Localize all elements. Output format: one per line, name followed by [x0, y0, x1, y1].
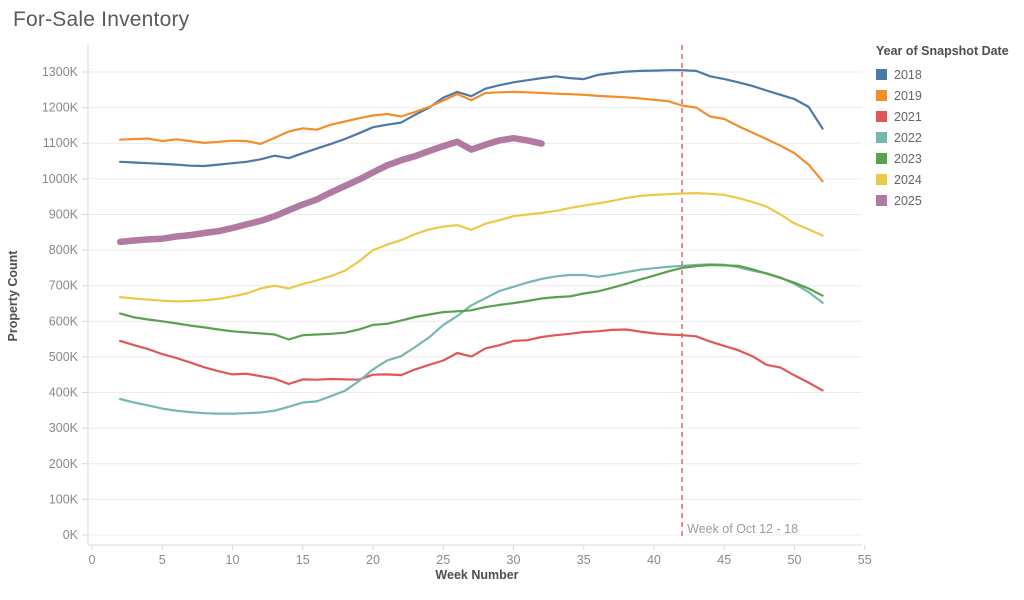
x-tick-label: 40 — [647, 553, 661, 567]
x-tick-label: 45 — [717, 553, 731, 567]
legend-swatch-2021 — [876, 111, 887, 122]
legend-swatch-2019 — [876, 90, 887, 101]
y-tick-label: 200K — [49, 457, 79, 471]
x-tick-label: 35 — [577, 553, 591, 567]
y-tick-label: 1200K — [42, 101, 79, 115]
y-tick-label: 800K — [49, 243, 79, 257]
legend-swatch-2023 — [876, 153, 887, 164]
series-line-2019[interactable] — [118, 90, 824, 183]
legend-item-2019[interactable]: 2019 — [876, 85, 1022, 106]
y-tick-label: 700K — [49, 279, 79, 293]
x-tick-label: 25 — [436, 553, 450, 567]
x-tick-label: 5 — [159, 553, 166, 567]
y-axis-title: Property Count — [6, 250, 20, 342]
legend-item-label: 2021 — [894, 109, 922, 124]
legend-item-2018[interactable]: 2018 — [876, 64, 1022, 85]
y-tick-label: 900K — [49, 207, 79, 221]
legend-title: Year of Snapshot Date — [876, 44, 1009, 58]
y-tick-label: 500K — [49, 350, 79, 364]
x-tick-label: 30 — [507, 553, 521, 567]
reference-line-label: Week of Oct 12 - 18 — [687, 522, 798, 536]
legend-swatch-2025 — [876, 195, 887, 206]
legend-item-label: 2018 — [894, 67, 922, 82]
y-tick-label: 1100K — [43, 136, 79, 150]
x-tick-label: 55 — [858, 553, 872, 567]
y-tick-label: 400K — [49, 386, 79, 400]
legend-item-label: 2022 — [894, 130, 922, 145]
y-tick-label: 300K — [49, 421, 79, 435]
legend-swatch-2022 — [876, 132, 887, 143]
legend-item-label: 2025 — [894, 193, 922, 208]
x-axis-title: Week Number — [435, 568, 519, 582]
y-tick-label: 600K — [49, 314, 79, 328]
legend-item-2023[interactable]: 2023 — [876, 148, 1022, 169]
legend-item-label: 2023 — [894, 151, 922, 166]
y-tick-label: 1000K — [42, 172, 79, 186]
y-tick-label: 100K — [49, 492, 79, 506]
legend-item-2022[interactable]: 2022 — [876, 127, 1022, 148]
series-line-2023[interactable] — [118, 263, 824, 341]
legend-item-2021[interactable]: 2021 — [876, 106, 1022, 127]
series-line-2025[interactable] — [116, 134, 545, 246]
y-tick-label: 1300K — [42, 65, 79, 79]
legend-swatch-2018 — [876, 69, 887, 80]
legend-swatch-2024 — [876, 174, 887, 185]
series-line-2021[interactable] — [118, 328, 824, 392]
legend: Year of Snapshot Date 2018 2019 2021 202… — [876, 44, 1022, 211]
legend-item-2025[interactable]: 2025 — [876, 190, 1022, 211]
x-tick-label: 20 — [366, 553, 380, 567]
series-line-2024[interactable] — [118, 192, 824, 303]
x-tick-label: 15 — [296, 553, 310, 567]
chart-title: For-Sale Inventory — [13, 8, 190, 31]
x-tick-label: 50 — [788, 553, 802, 567]
legend-item-label: 2019 — [894, 88, 922, 103]
x-tick-label: 10 — [226, 553, 240, 567]
legend-item-2024[interactable]: 2024 — [876, 169, 1022, 190]
series-line-2018[interactable] — [118, 69, 824, 168]
y-tick-label: 0K — [63, 528, 79, 542]
x-tick-label: 0 — [89, 553, 96, 567]
legend-item-label: 2024 — [894, 172, 922, 187]
plot-area[interactable] — [88, 45, 862, 545]
